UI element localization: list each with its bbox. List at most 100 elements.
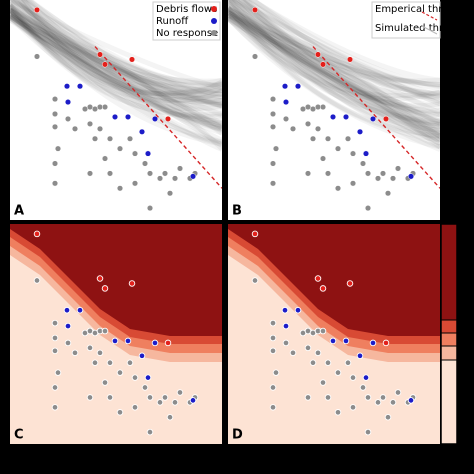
legend-label: Emperical threshold <box>375 4 474 15</box>
simulated-threshold <box>228 6 440 125</box>
legend: Emperical threshold Simulated threshold <box>371 1 474 39</box>
data-point <box>349 180 357 187</box>
data-point <box>269 319 277 327</box>
simulated-threshold <box>10 13 222 108</box>
legend-marker <box>211 18 217 24</box>
simulated-threshold <box>228 14 440 127</box>
data-point <box>51 404 59 411</box>
data-point <box>141 160 149 167</box>
data-point <box>269 123 277 130</box>
simulated-threshold <box>242 0 440 100</box>
data-point <box>51 123 59 130</box>
panel-label: B <box>232 204 242 219</box>
data-point <box>96 125 104 132</box>
simulated-threshold <box>10 0 222 91</box>
simulated-threshold <box>228 9 440 88</box>
simulated-threshold <box>10 2 222 103</box>
simulated-threshold <box>228 12 440 104</box>
simulated-threshold <box>10 14 222 128</box>
data-point <box>324 394 332 401</box>
simulated-threshold <box>228 14 440 109</box>
simulated-threshold <box>10 7 222 106</box>
empirical-threshold <box>94 46 222 189</box>
data-point <box>289 349 297 357</box>
simulated-threshold <box>228 2 440 139</box>
data-point <box>282 339 290 347</box>
data-point <box>64 99 72 106</box>
data-point <box>407 397 415 404</box>
data-point <box>304 170 312 177</box>
data-point <box>334 145 342 152</box>
colorbar <box>440 223 458 445</box>
data-point <box>146 428 154 436</box>
data-point <box>86 394 94 401</box>
data-point <box>319 379 327 386</box>
data-point <box>171 175 179 182</box>
data-point <box>394 389 402 396</box>
data-point <box>251 6 259 13</box>
panel: D <box>228 224 440 444</box>
data-point <box>101 155 109 162</box>
data-point <box>51 347 59 355</box>
simulated-threshold <box>10 16 222 136</box>
data-point <box>374 175 382 182</box>
data-point <box>364 428 372 436</box>
data-point <box>51 110 59 118</box>
data-point <box>269 347 277 355</box>
data-point <box>86 344 94 352</box>
simulated-threshold <box>10 11 222 94</box>
data-point <box>116 409 124 416</box>
data-point <box>382 339 390 347</box>
data-point <box>304 394 312 401</box>
panel-content <box>228 0 440 220</box>
panel-content <box>228 224 440 444</box>
simulated-threshold <box>10 7 222 96</box>
data-point <box>362 374 370 381</box>
simulated-threshold <box>10 10 222 109</box>
data-point <box>309 359 317 366</box>
data-point <box>342 337 350 345</box>
simulated-threshold <box>228 10 440 138</box>
panel: C <box>10 224 222 444</box>
data-point <box>54 369 62 376</box>
data-point <box>166 413 174 421</box>
data-point <box>359 160 367 167</box>
simulated-threshold <box>228 10 440 146</box>
data-point <box>106 394 114 401</box>
simulated-threshold <box>248 0 440 135</box>
simulated-threshold <box>229 0 440 124</box>
data-point <box>294 83 302 90</box>
colorbar-segment <box>441 360 457 444</box>
legend-box <box>152 1 221 41</box>
data-point <box>128 56 136 63</box>
data-point <box>101 285 109 292</box>
data-point <box>289 125 297 132</box>
data-point <box>364 170 372 177</box>
simulated-threshold <box>228 7 440 142</box>
data-point <box>128 280 136 287</box>
simulated-threshold <box>20 0 222 107</box>
data-point <box>116 369 124 376</box>
data-point <box>346 280 354 287</box>
data-point <box>362 150 370 157</box>
legend-label: Simulated threshold <box>375 23 474 34</box>
data-point <box>64 322 72 330</box>
colorbar-segment <box>441 333 457 346</box>
data-point <box>111 113 119 120</box>
data-point <box>146 205 154 212</box>
data-point <box>304 120 312 127</box>
simulated-threshold <box>228 5 440 126</box>
colorbar-segment <box>441 320 457 333</box>
data-point <box>71 349 79 357</box>
data-point <box>342 113 350 120</box>
simulated-threshold <box>10 7 222 97</box>
data-point <box>51 384 59 391</box>
data-point <box>91 359 99 366</box>
data-point <box>309 135 317 142</box>
data-point <box>369 115 377 122</box>
data-point <box>51 319 59 327</box>
simulated-threshold <box>10 13 222 152</box>
simulated-threshold <box>228 7 440 106</box>
